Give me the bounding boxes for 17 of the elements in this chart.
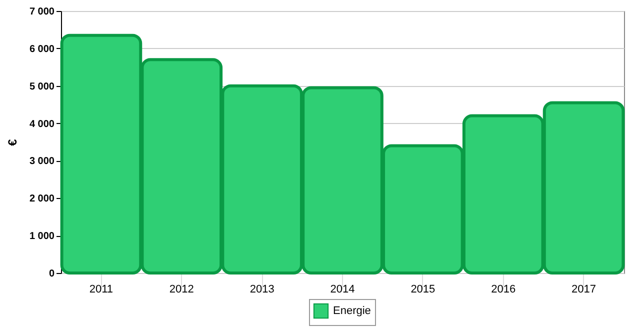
x-tick-label: 2017 [572, 284, 596, 296]
y-tick-label: 5 000 [29, 81, 55, 92]
x-tick-label: 2014 [330, 284, 355, 296]
x-tick-label: 2015 [410, 284, 436, 296]
x-tick-label: 2016 [491, 284, 516, 296]
x-tick-label: 2013 [250, 284, 274, 296]
y-tick-label: 3 000 [29, 156, 55, 168]
y-tick-label: 6 000 [29, 44, 55, 55]
legend-label: Energie [333, 305, 371, 317]
x-tick-label: 2011 [89, 284, 114, 296]
y-tick-label: 1 000 [29, 231, 55, 242]
y-tick-label: 7 000 [29, 6, 55, 18]
y-tick-label: 4 000 [29, 118, 55, 130]
x-tick-label: 2012 [169, 284, 194, 296]
y-tick-label: 0 [48, 268, 55, 280]
y-axis-title: € [5, 138, 20, 146]
y-tick-label: 2 000 [29, 194, 55, 205]
